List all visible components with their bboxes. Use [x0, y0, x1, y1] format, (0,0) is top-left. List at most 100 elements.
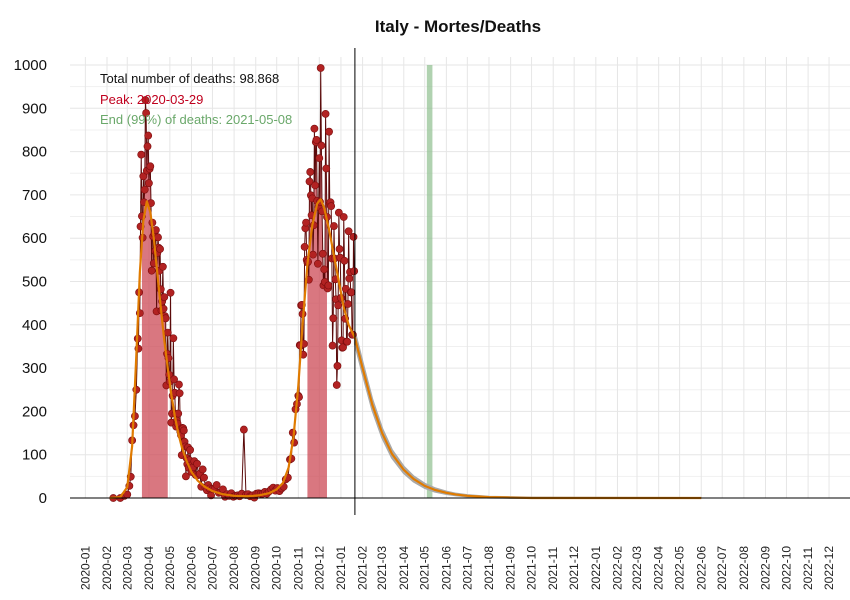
observed-point	[339, 213, 348, 221]
x-tick-label: 2021-07	[460, 546, 474, 590]
x-tick-label: 2021-01	[334, 546, 348, 590]
x-tick-label: 2021-09	[504, 546, 518, 590]
end-band	[426, 65, 433, 498]
observed-point	[170, 375, 178, 384]
observed-point	[321, 110, 330, 118]
y-tick-labels: 0 100 200 300 400 500 600 700 800 900 1000	[14, 57, 47, 507]
observed-point	[163, 328, 172, 337]
y-tick-label: 600	[22, 230, 47, 247]
observed-point	[313, 259, 322, 268]
observed-point	[349, 233, 358, 241]
x-tick-label: 2021-04	[397, 546, 411, 590]
x-tick-label: 2021-11	[546, 547, 560, 590]
observed-point	[141, 96, 150, 104]
observed-point	[310, 124, 319, 133]
observed-point	[158, 262, 167, 271]
observed-point	[317, 141, 326, 150]
observed-point	[175, 380, 183, 389]
observed-point	[309, 250, 317, 259]
observed-point	[311, 181, 320, 190]
x-tick-label: 2022-10	[779, 546, 793, 590]
y-tick-label: 0	[39, 490, 47, 507]
observed-point	[335, 245, 344, 253]
x-tick-label: 2022-05	[673, 546, 687, 590]
observed-point	[169, 334, 178, 343]
x-tick-label: 2020-12	[312, 546, 326, 590]
x-tick-label: 2020-09	[249, 546, 263, 590]
observed-point	[300, 242, 309, 251]
axes	[70, 48, 850, 515]
deaths-area	[141, 100, 168, 498]
observed-point	[329, 314, 338, 323]
x-tick-label: 2022-06	[694, 546, 708, 590]
observed-point	[302, 218, 310, 227]
x-tick-label: 2021-10	[525, 546, 539, 590]
observed-point	[147, 266, 156, 275]
observed-point	[142, 109, 151, 117]
y-tick-label: 400	[22, 317, 47, 334]
fitted-line	[109, 198, 702, 500]
observed-point	[340, 256, 349, 265]
x-tick-label: 2022-04	[652, 546, 666, 590]
observed-point	[145, 179, 153, 188]
observed-point	[186, 446, 195, 454]
chart-title: Italy - Mortes/Deaths	[375, 17, 541, 36]
x-tick-label: 2021-05	[418, 546, 432, 590]
x-tick-labels: 2020-01 2020-02 2020-03 2020-04 2020-05 2020-…	[78, 546, 836, 590]
y-tick-label: 700	[22, 187, 47, 204]
x-tick-label: 2020-07	[205, 546, 219, 590]
x-tick-label: 2022-03	[630, 546, 644, 590]
observed-point	[193, 459, 201, 468]
observed-point	[140, 185, 149, 194]
observed-point	[137, 150, 146, 159]
x-tick-label: 2020-05	[163, 546, 177, 590]
deaths-area	[307, 68, 327, 498]
observed-point	[327, 202, 336, 211]
observed-point	[212, 481, 221, 489]
observed-point	[239, 425, 248, 434]
observed-point	[139, 172, 148, 181]
y-tick-label: 300	[22, 360, 47, 377]
x-tick-label: 2021-12	[567, 546, 581, 590]
x-tick-label: 2021-02	[356, 546, 370, 590]
observed-point	[347, 288, 356, 297]
x-tick-label: 2020-06	[185, 546, 199, 590]
observed-point	[330, 222, 338, 230]
observed-point	[334, 301, 343, 310]
observed-point	[344, 300, 352, 308]
observed-point	[179, 426, 188, 435]
observed-point	[322, 164, 331, 173]
observed-point	[312, 136, 321, 144]
y-tick-label: 800	[22, 144, 47, 161]
observed-point	[316, 64, 325, 72]
observed-point	[305, 177, 314, 186]
x-tick-label: 2020-11	[291, 547, 305, 590]
x-tick-label: 2020-02	[100, 546, 114, 590]
y-tick-label: 100	[22, 447, 47, 464]
x-tick-label: 2022-01	[589, 546, 603, 590]
filled-area	[141, 68, 327, 498]
observed-point	[315, 154, 324, 162]
observed-point	[345, 274, 354, 283]
x-tick-label: 2022-07	[715, 546, 729, 590]
observed-point	[320, 265, 329, 274]
y-tick-label: 1000	[14, 57, 47, 74]
y-tick-label: 200	[22, 403, 47, 420]
total-deaths-annotation: Total number of deaths: 98.868	[100, 71, 279, 86]
observed-point	[182, 472, 190, 481]
observed-point	[143, 142, 152, 151]
x-tick-label: 2020-08	[227, 546, 241, 590]
observed-point	[198, 465, 207, 474]
observed-point	[306, 168, 315, 176]
x-tick-label: 2020-01	[78, 546, 92, 590]
end-annotation: End (99%) of deaths: 2021-05-08	[100, 112, 292, 127]
observed-point	[160, 293, 169, 301]
x-tick-label: 2020-03	[120, 546, 134, 590]
observed-point	[328, 341, 337, 350]
observed-point	[343, 337, 352, 346]
observed-point	[333, 362, 342, 370]
observed-point	[144, 131, 153, 140]
x-tick-label: 2022-08	[737, 546, 751, 590]
observed-point	[325, 127, 333, 136]
